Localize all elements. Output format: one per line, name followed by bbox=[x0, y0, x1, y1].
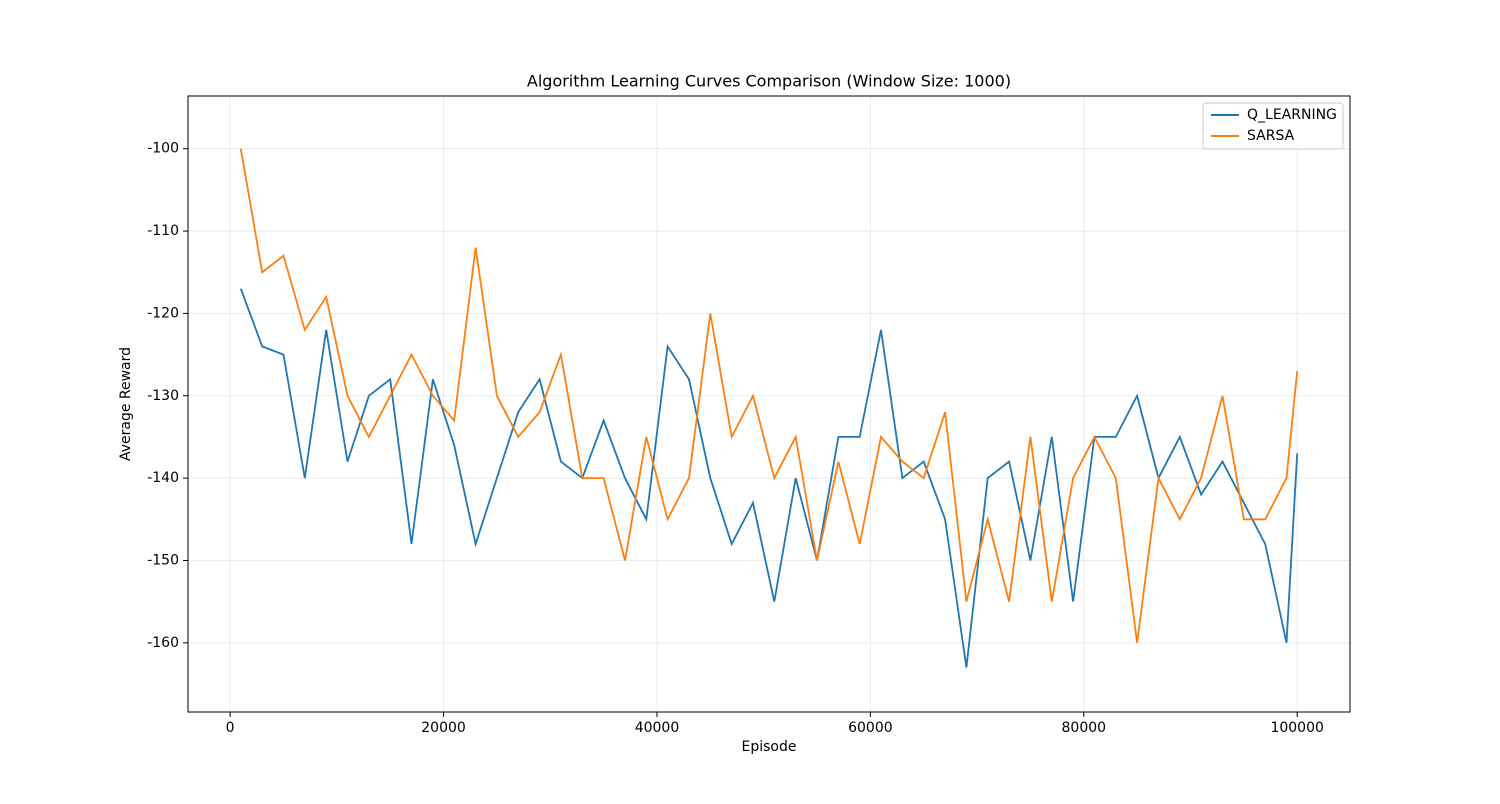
y-tick-label: -150 bbox=[147, 552, 179, 568]
y-tick-label: -140 bbox=[147, 470, 179, 486]
series-line bbox=[239, 288, 1299, 668]
x-tick-label: 20000 bbox=[421, 720, 466, 736]
chart-title: Algorithm Learning Curves Comparison (Wi… bbox=[527, 72, 1011, 91]
series-line bbox=[239, 148, 1299, 643]
y-tick-label: -130 bbox=[147, 388, 179, 404]
legend-label: Q_LEARNING bbox=[1247, 107, 1337, 123]
plot-frame bbox=[187, 95, 1351, 713]
y-tick-label: -120 bbox=[147, 305, 179, 321]
x-tick-label: 100000 bbox=[1270, 720, 1323, 736]
x-tick-label: 0 bbox=[226, 720, 235, 736]
y-tick-label: -100 bbox=[147, 141, 179, 157]
x-axis-label: Episode bbox=[742, 739, 797, 755]
y-tick-label: -160 bbox=[147, 635, 179, 651]
x-tick-label: 80000 bbox=[1062, 720, 1107, 736]
legend-label: SARSA bbox=[1247, 128, 1295, 144]
x-tick-label: 40000 bbox=[635, 720, 680, 736]
x-tick-label: 60000 bbox=[848, 720, 893, 736]
y-tick-label: -110 bbox=[147, 223, 179, 239]
y-axis-label: Average Reward bbox=[118, 347, 134, 461]
